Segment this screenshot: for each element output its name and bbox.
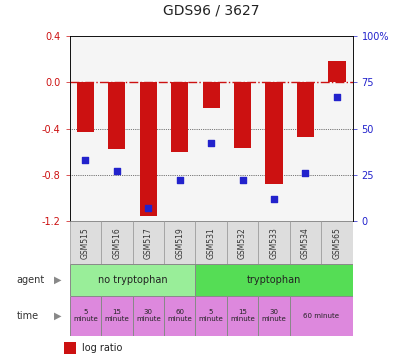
Bar [101,221,132,264]
Bar [195,264,352,296]
Bar [289,221,320,264]
Bar [289,296,352,336]
Bar [234,82,251,148]
Point [239,178,245,183]
Point [82,157,88,163]
Text: GSM531: GSM531 [206,227,215,258]
Text: GDS96 / 3627: GDS96 / 3627 [162,4,259,18]
Bar [226,221,258,264]
Bar [101,296,132,336]
Bar [70,221,101,264]
Point [145,206,151,211]
Bar [164,221,195,264]
Point [301,170,308,176]
Text: 30
minute: 30 minute [261,310,286,322]
Text: GSM565: GSM565 [332,227,341,259]
Bar [258,221,289,264]
Text: time: time [16,311,38,321]
Point [176,178,182,183]
Bar [64,342,76,353]
Bar [70,296,101,336]
Text: 30
minute: 30 minute [135,310,160,322]
Text: GSM517: GSM517 [144,227,153,258]
Text: 60
minute: 60 minute [167,310,192,322]
Point [113,169,120,174]
Text: tryptophan: tryptophan [246,275,301,285]
Bar [195,296,226,336]
Bar [139,82,157,216]
Text: 60 minute: 60 minute [302,313,338,319]
Bar [195,221,226,264]
Text: GSM515: GSM515 [81,227,90,258]
Bar [296,82,313,137]
Text: GSM533: GSM533 [269,227,278,259]
Bar [164,296,195,336]
Bar [202,82,219,108]
Text: GSM519: GSM519 [175,227,184,258]
Text: GSM534: GSM534 [300,227,309,259]
Point [333,94,339,100]
Bar [70,264,195,296]
Text: 15
minute: 15 minute [104,310,129,322]
Bar [132,221,164,264]
Bar [171,82,188,152]
Text: ▶: ▶ [54,275,61,285]
Bar [226,296,258,336]
Text: 5
minute: 5 minute [73,310,98,322]
Bar [320,221,352,264]
Bar [265,82,282,184]
Point [270,196,276,202]
Text: 15
minute: 15 minute [229,310,254,322]
Point [207,141,214,146]
Bar [328,61,345,82]
Text: GSM516: GSM516 [112,227,121,258]
Text: no tryptophan: no tryptophan [97,275,167,285]
Bar [132,296,164,336]
Text: log ratio: log ratio [82,343,123,353]
Text: 5
minute: 5 minute [198,310,223,322]
Bar [108,82,125,149]
Text: GSM532: GSM532 [238,227,247,258]
Bar [76,82,94,132]
Text: ▶: ▶ [54,311,61,321]
Text: agent: agent [16,275,45,285]
Bar [258,296,289,336]
